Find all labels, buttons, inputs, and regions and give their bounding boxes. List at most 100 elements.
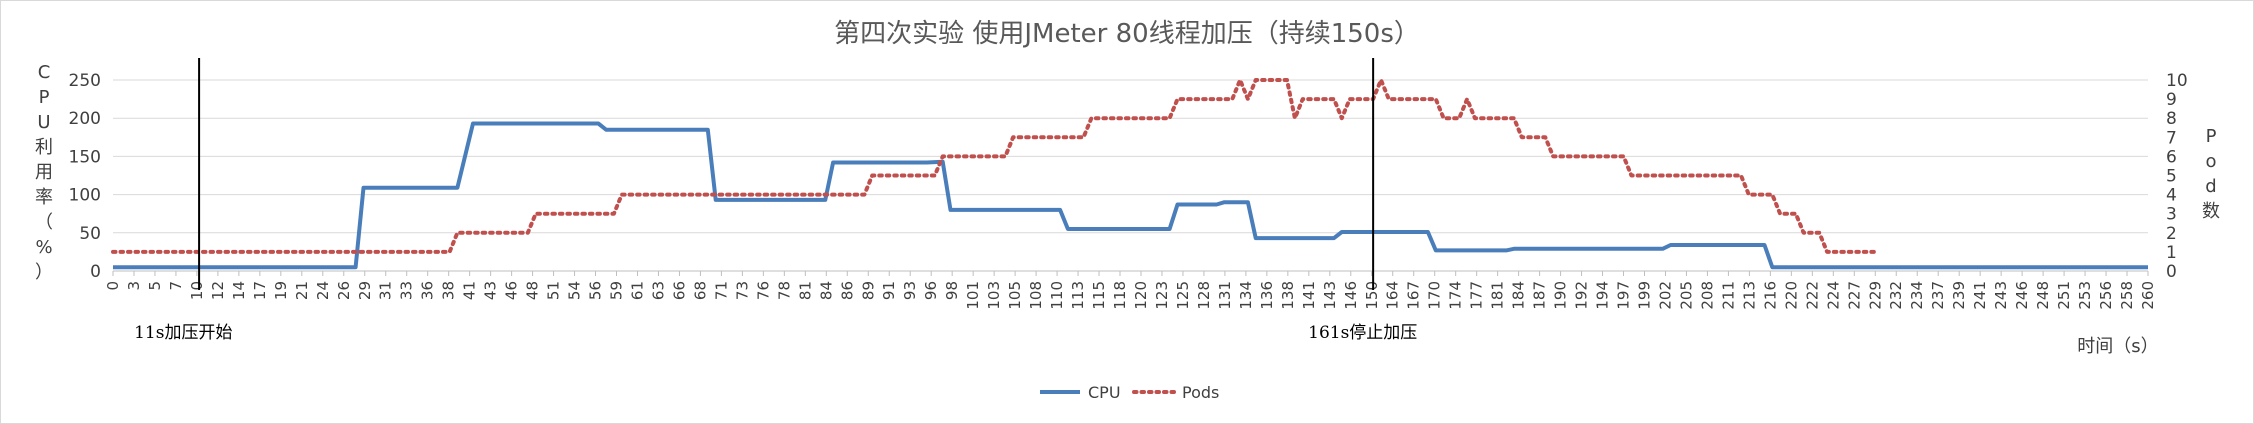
x-tick-label: 78 [775,281,793,300]
x-tick-label: 101 [964,281,982,310]
x-tick-label: 174 [1447,281,1465,310]
x-tick-label: 211 [1719,281,1737,310]
x-tick-label: 105 [1006,281,1024,310]
y-right-axis-label-char: P [2206,126,2217,147]
legend-label-cpu: CPU [1088,383,1121,402]
y-left-tick-label: 0 [90,262,101,282]
legend-label-pods: Pods [1182,383,1219,402]
y-left-tick-label: 200 [69,109,101,129]
x-tick-label: 56 [587,281,605,300]
x-tick-label: 5 [146,281,164,291]
x-tick-label: 118 [1111,281,1129,310]
y-right-tick-label: 5 [2166,167,2177,187]
x-tick-label: 181 [1489,281,1507,310]
x-tick-label: 199 [1635,281,1653,310]
x-tick-label: 103 [985,281,1003,310]
y-right-tick-label: 9 [2166,90,2177,110]
x-tick-label: 194 [1594,281,1612,310]
annotations: 11s加压开始 161s停止加压 [134,58,1417,343]
x-tick-label: 96 [922,281,940,300]
y-right-tick-label: 3 [2166,205,2177,225]
x-tick-label: 167 [1405,281,1423,310]
y-right-tick-label: 7 [2166,128,2177,148]
x-tick-label: 17 [251,281,269,300]
y-left-axis-label-char: （ [35,212,53,233]
y-right-tick-label: 1 [2166,243,2177,263]
y-left-axis-label-char: ） [35,262,53,283]
x-tick-label: 202 [1656,281,1674,310]
y-right-axis-label-char: d [2205,176,2216,197]
chart-title: 第四次实验 使用JMeter 80线程加压（持续150s） [834,19,1420,49]
x-tick-label: 260 [2139,281,2157,310]
x-tick-label: 141 [1300,281,1318,310]
x-tick-label: 192 [1573,281,1591,310]
x-tick-label: 170 [1426,281,1444,310]
x-tick-label: 19 [272,281,290,300]
x-tick-label: 229 [1866,281,1884,310]
y-right-tick-label: 2 [2166,224,2177,244]
x-tick-label: 197 [1615,281,1633,310]
x-tick-label: 31 [377,281,395,300]
x-tick-label: 91 [880,281,898,300]
x-tick-label: 125 [1174,281,1192,310]
x-tick-label: 59 [608,281,626,300]
x-tick-label: 41 [461,281,479,300]
x-tick-label: 216 [1761,281,1779,310]
x-tick-label: 177 [1468,281,1486,310]
y-left-tick-label: 100 [69,186,101,206]
x-tick-label: 248 [2034,281,2052,310]
legend: CPU Pods [1040,383,1219,402]
y-left-axis-label-char: U [37,112,50,133]
x-tick-label: 241 [1971,281,1989,310]
x-tick-label: 131 [1216,281,1234,310]
x-tick-label: 71 [712,281,730,300]
x-tick-label: 63 [649,281,667,300]
x-tick-label: 86 [838,281,856,300]
x-tick-label: 73 [733,281,751,300]
x-tick-label: 38 [440,281,458,300]
x-tick-label: 164 [1384,281,1402,310]
y-left-axis-label-char: % [35,237,52,258]
x-tick-label: 98 [943,281,961,300]
x-tick-label: 68 [691,281,709,300]
x-tick-label: 234 [1908,281,1926,310]
series-line-pods [111,78,1877,254]
y-right-axis-label-char: o [2205,151,2216,172]
x-tick-label: 120 [1132,281,1150,310]
x-tick-label: 108 [1027,281,1045,310]
x-tick-label: 224 [1824,281,1842,310]
x-tick-label: 239 [1950,281,1968,310]
x-tick-label: 256 [2097,281,2115,310]
x-tick-label: 51 [545,281,563,300]
x-tick-label: 134 [1237,281,1255,310]
x-tick-label: 246 [2013,281,2031,310]
x-tick-label: 208 [1698,281,1716,310]
x-tick-label: 243 [1992,281,2010,310]
y-left-axis-label-char: P [39,87,50,108]
y-left-axis-label-char: 率 [35,187,53,208]
x-tick-label: 110 [1048,281,1066,310]
x-tick-label: 26 [335,281,353,300]
x-tick-label: 258 [2118,281,2136,310]
x-tick-label: 205 [1677,281,1695,310]
x-axis: 0 3 5 7 10 12 14 17 19 21 24 26 29 31 33 36 38 41 43 46 48 51… [104,271,2157,310]
x-tick-label: 29 [356,281,374,300]
x-tick-label: 84 [817,281,835,300]
y-left-axis-label-char: 利 [35,137,53,158]
y-right-tick-label: 6 [2166,147,2177,167]
x-tick-label: 7 [167,281,185,291]
annotation-label: 11s加压开始 [134,323,232,343]
series-group [111,78,2148,270]
x-tick-label: 81 [796,281,814,300]
x-tick-label: 61 [628,281,646,300]
x-tick-label: 93 [901,281,919,300]
x-tick-label: 143 [1321,281,1339,310]
x-tick-label: 89 [859,281,877,300]
x-tick-label: 146 [1342,281,1360,310]
x-tick-label: 220 [1782,281,1800,310]
x-tick-label: 0 [104,281,122,291]
